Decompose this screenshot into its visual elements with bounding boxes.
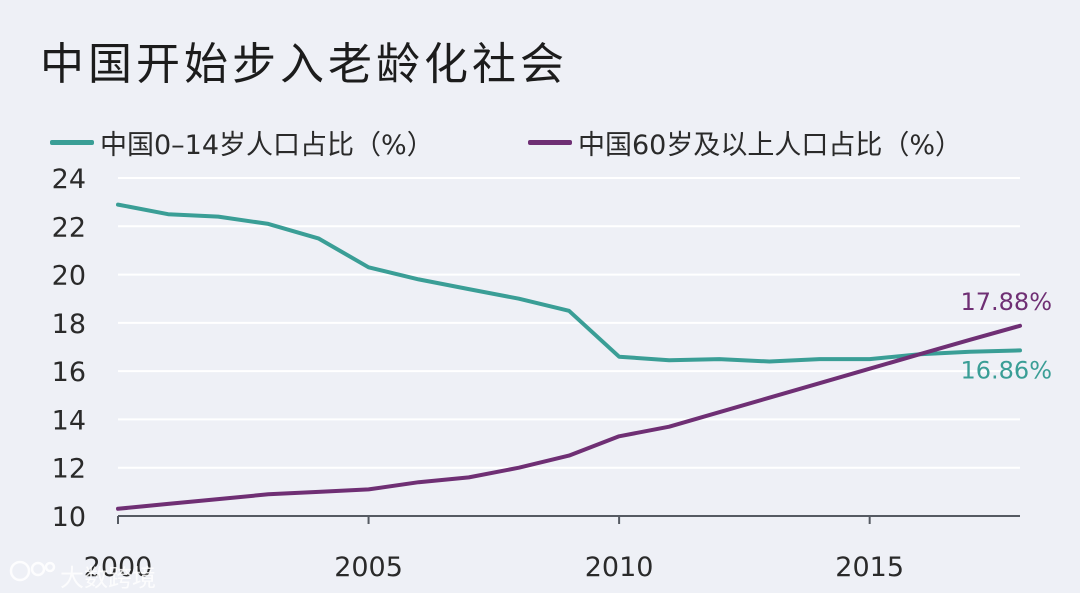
y-tick-label: 24: [52, 164, 86, 195]
watermark-logo-icon: [9, 560, 56, 582]
chart-title: 中国开始步入老龄化社会: [40, 39, 568, 90]
legend-label-children: 中国0–14岁人口占比（%）: [100, 129, 434, 161]
series-line-1: [116, 323, 1022, 511]
x-tick-label: 2010: [585, 552, 654, 583]
legend-swatch-children: [50, 139, 94, 145]
y-tick-label: 22: [52, 212, 86, 243]
legend-item-children: 中国0–14岁人口占比（%）: [50, 124, 434, 161]
watermark-text: 大数跨境: [60, 564, 156, 592]
y-tick-label: 18: [52, 309, 86, 340]
x-tick-label: 2015: [835, 552, 904, 583]
y-tick-label: 10: [52, 502, 86, 533]
series-line-0: [116, 202, 1022, 364]
x-tick-label: 2000: [84, 552, 153, 583]
legend-label-elderly: 中国60岁及以上人口占比（%）: [578, 129, 963, 161]
legend-swatch-elderly: [528, 139, 572, 145]
y-tick-label: 14: [52, 405, 86, 436]
y-tick-label: 16: [52, 357, 86, 388]
y-tick-label: 12: [52, 454, 86, 485]
x-tick-label: 2005: [334, 552, 403, 583]
y-tick-label: 20: [52, 261, 86, 292]
series-end-label-1: 17.88%: [960, 288, 1052, 316]
series-end-label-0: 16.86%: [960, 356, 1052, 384]
legend-item-elderly: 中国60岁及以上人口占比（%）: [528, 124, 963, 161]
